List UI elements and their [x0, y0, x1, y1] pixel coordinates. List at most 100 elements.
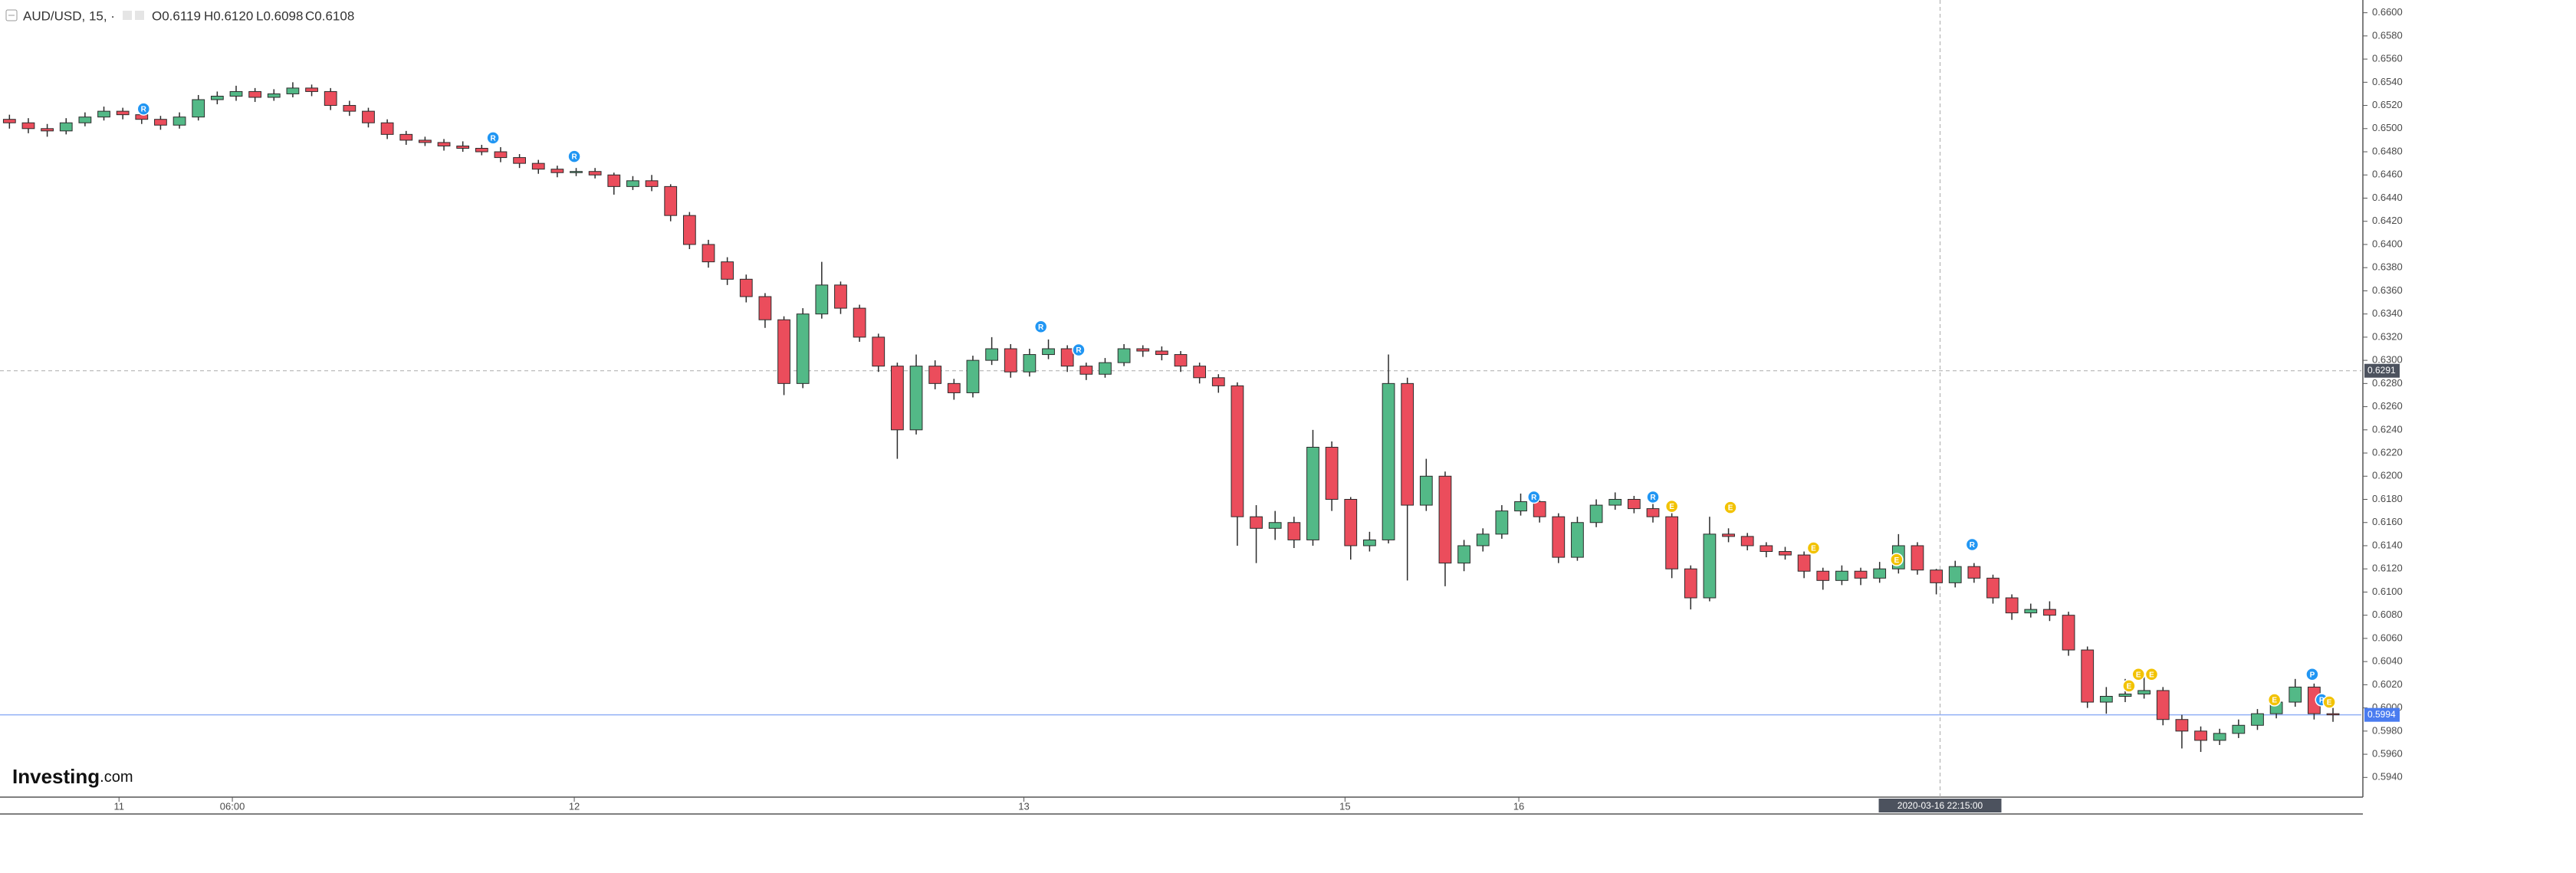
candle-body	[1042, 348, 1055, 356]
event-label: R	[1531, 494, 1537, 502]
event-marker[interactable]	[2131, 668, 2145, 681]
y-tick-label: 0.6080	[2372, 609, 2403, 620]
last-price-box	[2364, 707, 2400, 722]
candle-body	[1627, 499, 1641, 510]
event-marker[interactable]	[1965, 537, 1980, 552]
candle-body	[1533, 501, 1546, 517]
candle-body	[1722, 533, 1735, 537]
event-label: E	[1894, 556, 1900, 565]
event-marker[interactable]	[2267, 693, 2282, 707]
event-marker[interactable]	[1664, 499, 1679, 514]
x-tick-label: 13	[1018, 800, 1029, 812]
x-tick-label: 16	[1513, 800, 1524, 812]
event-label: R	[1076, 346, 1082, 355]
candle-body	[1457, 545, 1470, 564]
candle-body	[1363, 539, 1376, 546]
x-tick-label: 11	[113, 800, 124, 812]
y-tick-label: 0.6220	[2372, 446, 2403, 458]
candle-body	[777, 319, 790, 384]
toggle-icon[interactable]	[123, 11, 132, 20]
event-marker[interactable]	[136, 102, 151, 116]
y-tick-label: 0.6300	[2372, 354, 2403, 366]
toggle-icon[interactable]	[135, 11, 144, 20]
candle-body	[721, 261, 734, 280]
y-tick-label: 0.6440	[2372, 192, 2403, 203]
candle-body	[796, 313, 810, 384]
ohlc-low: L0.6098	[256, 8, 303, 23]
event-label: E	[1669, 503, 1674, 511]
candle-body	[2, 119, 16, 123]
event-marker[interactable]	[1890, 553, 1904, 566]
event-marker[interactable]	[1527, 490, 1541, 504]
candle-body	[1382, 382, 1395, 540]
candle-body	[210, 95, 224, 100]
y-tick-label: 0.6520	[2372, 99, 2403, 110]
candle-body	[1117, 348, 1131, 363]
event-marker[interactable]	[1072, 343, 1086, 357]
candle-body	[947, 382, 961, 393]
candle-body	[2099, 695, 2113, 703]
event-label: R	[490, 135, 496, 143]
y-tick-label: 0.6400	[2372, 238, 2403, 249]
y-tick-label: 0.6380	[2372, 261, 2403, 273]
event-marker[interactable]	[486, 131, 500, 145]
candle-body	[1250, 516, 1263, 529]
candle-body	[362, 110, 375, 123]
event-label: R	[1970, 541, 1976, 550]
candle-body	[2194, 730, 2207, 741]
collapse-icon[interactable]	[5, 9, 18, 21]
event-marker[interactable]	[1806, 541, 1821, 555]
candle-body	[1060, 348, 1074, 367]
event-marker[interactable]	[2322, 695, 2336, 709]
candle-body	[1004, 348, 1017, 373]
event-marker[interactable]	[2305, 668, 2319, 681]
candle-body	[343, 105, 356, 112]
candle-body	[1401, 382, 1414, 506]
y-tick-label: 0.6200	[2372, 470, 2403, 481]
candle-body	[570, 171, 583, 173]
event-marker[interactable]	[2144, 668, 2159, 681]
candle-body	[267, 93, 281, 98]
event-marker[interactable]	[567, 149, 581, 163]
event-marker[interactable]	[1033, 320, 1048, 334]
y-tick-label: 0.6240	[2372, 423, 2403, 435]
y-tick-label: 0.6600	[2372, 6, 2403, 18]
candle-body	[1665, 516, 1679, 569]
candle-body	[2024, 609, 2038, 614]
event-label: P	[2310, 671, 2315, 679]
y-tick-label: 0.6420	[2372, 215, 2403, 226]
candle-body	[1211, 377, 1225, 386]
y-tick-label: 0.6140	[2372, 539, 2403, 550]
candle-body	[135, 114, 149, 120]
candle-body	[550, 169, 564, 173]
event-marker[interactable]	[2122, 679, 2136, 693]
event-marker[interactable]	[1646, 490, 1660, 504]
y-tick-label: 0.6100	[2372, 586, 2403, 597]
candles	[2, 82, 2340, 753]
candle-body	[1552, 516, 1566, 558]
logo-brand: Investing.com	[12, 765, 133, 788]
candle-body	[494, 151, 508, 159]
y-tick-label: 0.5940	[2372, 771, 2403, 783]
event-label: E	[2136, 671, 2141, 679]
candle-body	[78, 117, 92, 123]
candle-body	[1495, 510, 1509, 535]
x-tick-label: 06:00	[220, 800, 245, 812]
ohlc-open: O0.6119	[152, 8, 201, 23]
x-tick-label: 15	[1339, 800, 1350, 812]
event-label: E	[2272, 697, 2277, 705]
candle-body	[2288, 686, 2302, 703]
candle-body	[985, 348, 998, 361]
candle-body	[702, 244, 715, 263]
crosshair-time-box	[1878, 799, 2002, 812]
y-tick-label: 0.5980	[2372, 724, 2403, 736]
logo-suffix: .com	[100, 769, 133, 786]
candle-body	[1287, 522, 1301, 540]
event-marker[interactable]	[1723, 500, 1737, 514]
candle-body	[739, 278, 753, 297]
candle-body	[834, 284, 847, 309]
candle-body	[2156, 690, 2170, 720]
candle-body	[116, 110, 130, 116]
